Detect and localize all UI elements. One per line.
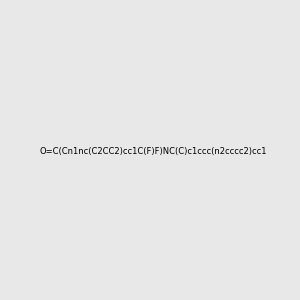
Text: O=C(Cn1nc(C2CC2)cc1C(F)F)NC(C)c1ccc(n2cccc2)cc1: O=C(Cn1nc(C2CC2)cc1C(F)F)NC(C)c1ccc(n2cc… [40,147,268,156]
